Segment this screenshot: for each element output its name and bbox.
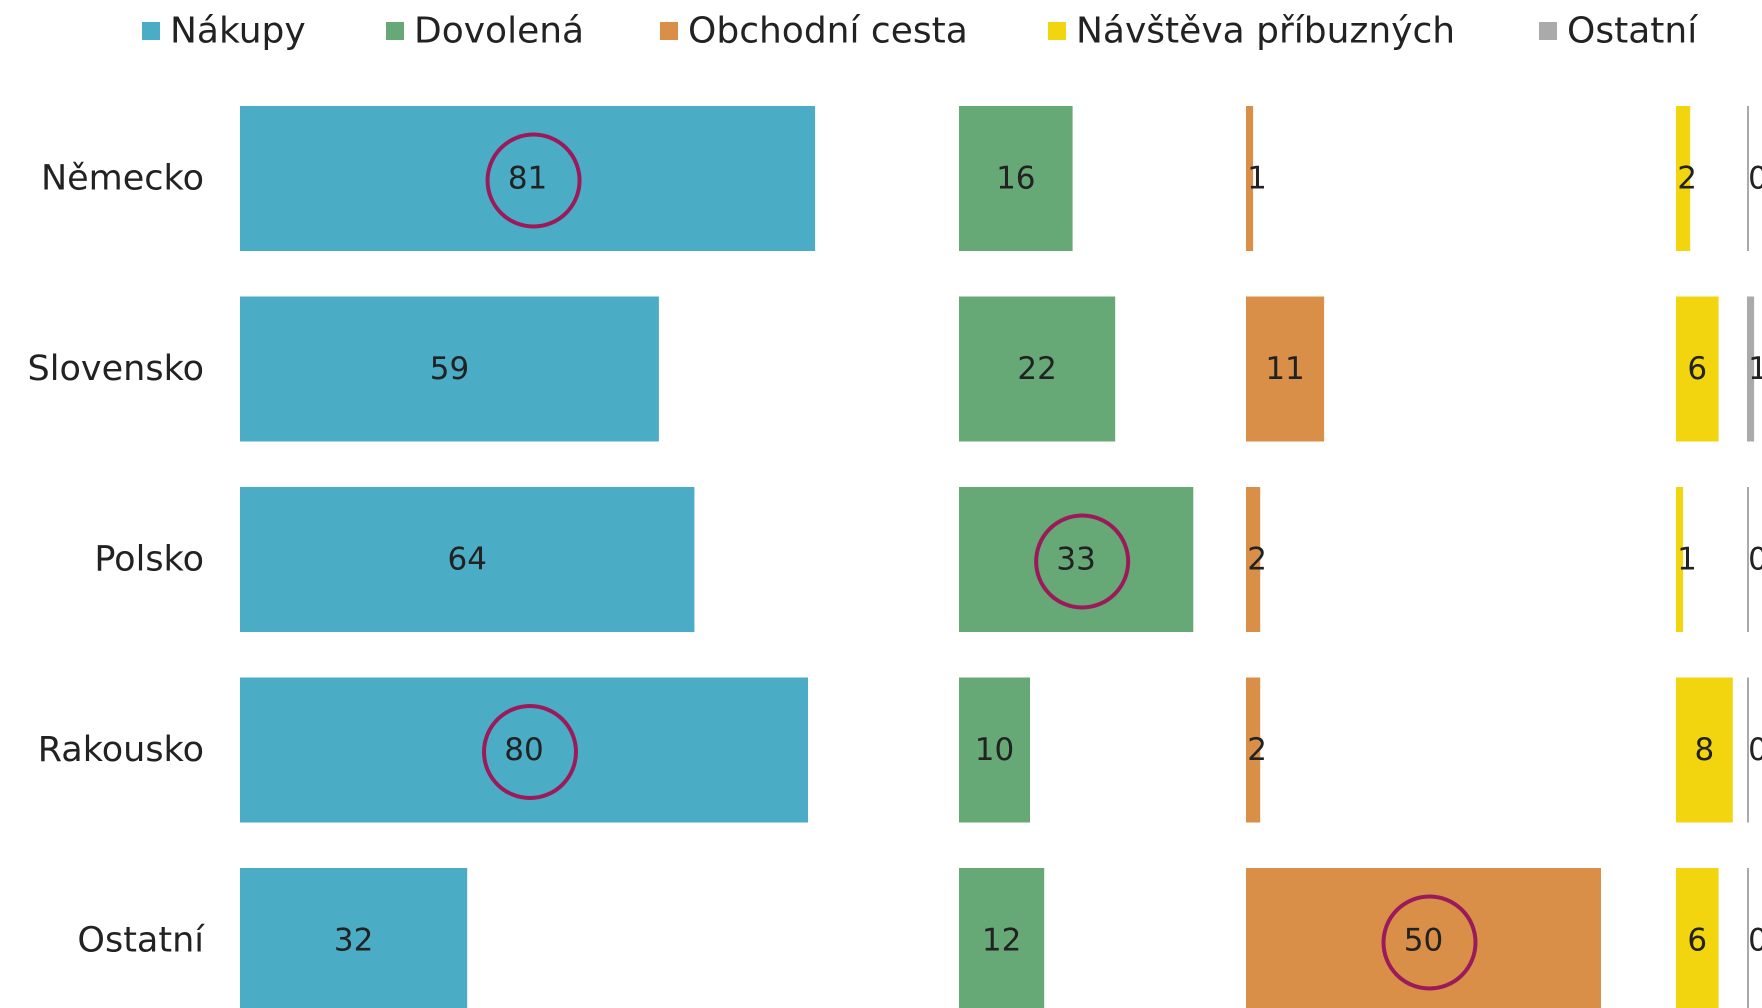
category-label: Polsko: [94, 540, 204, 580]
bar: [1246, 868, 1601, 1008]
data-label: 1: [1748, 351, 1762, 387]
data-label: 2: [1247, 542, 1267, 578]
data-label: 11: [1265, 351, 1304, 387]
bar: [959, 106, 1073, 251]
highlight-circle: [485, 132, 582, 229]
data-label: 0: [1748, 161, 1762, 197]
category-label: Německo: [41, 159, 204, 199]
bar: [1246, 296, 1325, 442]
bar: [1246, 487, 1261, 632]
legend-label: Nákupy: [170, 11, 306, 52]
data-label: 81: [508, 161, 547, 197]
data-label: 6: [1687, 923, 1707, 959]
legend-label: Dovolená: [414, 11, 584, 52]
data-label: 1: [1247, 161, 1267, 197]
bar: [1676, 677, 1733, 823]
legend-swatch: [142, 22, 160, 40]
highlight-circle: [482, 704, 578, 800]
bar: [1676, 487, 1684, 632]
highlight-circle: [1034, 513, 1131, 610]
data-label: 16: [996, 161, 1035, 197]
category-label: Rakousko: [38, 730, 204, 770]
bar: [1747, 677, 1749, 823]
bar: [240, 868, 468, 1008]
legend-swatch: [1539, 22, 1557, 40]
bar: [1246, 677, 1261, 823]
data-label: 10: [975, 732, 1014, 768]
bar: [240, 296, 659, 442]
bar: [959, 677, 1030, 823]
category-label: Slovensko: [28, 349, 204, 389]
data-label: 0: [1748, 732, 1762, 768]
data-label: 0: [1748, 923, 1762, 959]
data-label: 59: [430, 351, 469, 387]
category-label: Ostatní: [77, 921, 205, 961]
bar: [1747, 487, 1749, 632]
bar: [1747, 296, 1755, 442]
bar: [1246, 106, 1254, 251]
legend-label: Ostatní: [1567, 11, 1698, 52]
data-label: 2: [1677, 161, 1697, 197]
legend-swatch: [660, 22, 678, 40]
data-label: 32: [334, 923, 373, 959]
data-label: 8: [1695, 732, 1715, 768]
data-label: 12: [982, 923, 1021, 959]
legend-swatch: [1048, 22, 1066, 40]
bar: [1747, 868, 1749, 1008]
legend-label: Obchodní cesta: [688, 11, 968, 52]
data-label: 22: [1017, 351, 1056, 387]
bar: [959, 868, 1045, 1008]
highlight-circle: [1381, 894, 1478, 991]
legend-swatch: [386, 22, 404, 40]
bar: [959, 296, 1116, 442]
data-label: 6: [1687, 351, 1707, 387]
bar: [240, 487, 695, 632]
data-label: 80: [504, 732, 543, 768]
bar: [1747, 106, 1749, 251]
data-label: 0: [1748, 542, 1762, 578]
bar: [1676, 868, 1719, 1008]
data-label: 2: [1247, 732, 1267, 768]
data-label: 1: [1677, 542, 1697, 578]
legend-label: Návštěva příbuzných: [1076, 11, 1455, 52]
data-label: 64: [447, 542, 486, 578]
data-label: 50: [1404, 923, 1443, 959]
bar: [1676, 106, 1691, 251]
bar: [1676, 296, 1719, 442]
data-label: 33: [1056, 542, 1095, 578]
